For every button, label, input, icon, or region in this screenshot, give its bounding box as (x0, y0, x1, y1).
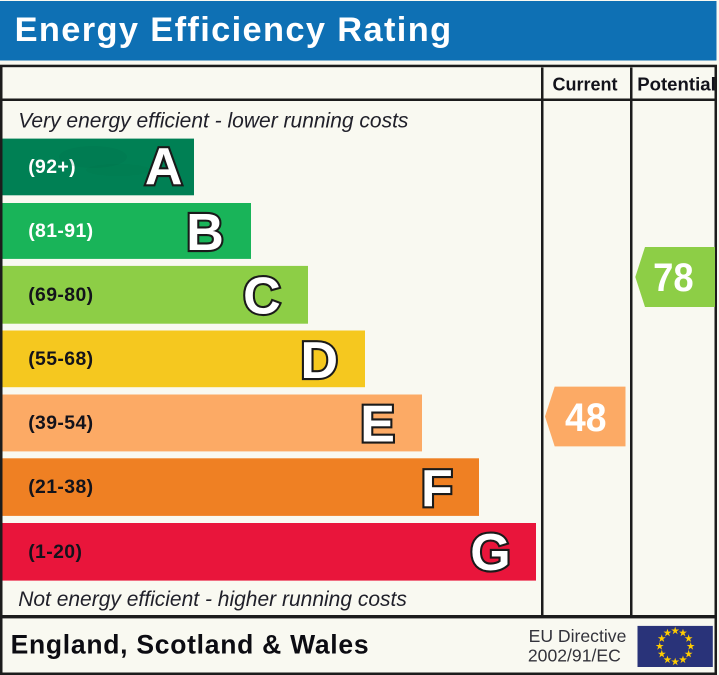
svg-text:EU Directive: EU Directive (529, 626, 627, 646)
svg-text:D: D (301, 332, 339, 390)
svg-text:Not energy efficient - higher: Not energy efficient - higher running co… (18, 588, 407, 611)
svg-text:G: G (470, 524, 510, 582)
svg-text:England, Scotland & Wales: England, Scotland & Wales (11, 630, 369, 660)
svg-text:78: 78 (653, 256, 694, 300)
svg-text:C: C (243, 267, 281, 325)
svg-text:Energy Efficiency Rating: Energy Efficiency Rating (15, 11, 452, 49)
svg-text:(39-54): (39-54) (28, 412, 93, 434)
svg-text:(69-80): (69-80) (28, 284, 93, 306)
svg-text:(55-68): (55-68) (28, 348, 93, 370)
svg-text:2002/91/EC: 2002/91/EC (528, 646, 621, 666)
svg-text:F: F (421, 460, 453, 518)
svg-text:(81-91): (81-91) (28, 220, 93, 242)
svg-text:Potential: Potential (637, 73, 716, 94)
svg-text:B: B (186, 204, 224, 262)
svg-text:A: A (145, 138, 183, 196)
svg-text:(92+): (92+) (28, 156, 76, 178)
svg-text:(21-38): (21-38) (28, 476, 93, 498)
svg-text:48: 48 (565, 396, 607, 440)
svg-text:Very energy efficient - lower: Very energy efficient - lower running co… (18, 109, 409, 132)
svg-text:E: E (360, 396, 395, 454)
svg-text:Current: Current (552, 74, 617, 94)
svg-text:(1-20): (1-20) (28, 541, 82, 563)
